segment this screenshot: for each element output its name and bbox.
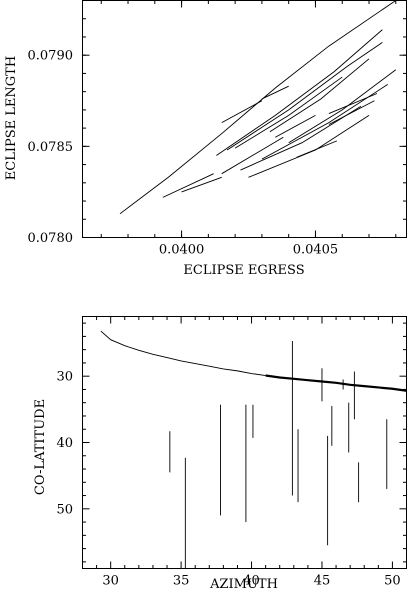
eclipse-series-line (269, 58, 370, 133)
colatitude-chart-frame (82, 316, 407, 569)
y-tick-label: 40 (56, 436, 73, 451)
x-tick-label: 45 (314, 574, 331, 589)
x-tick-label: 30 (102, 574, 119, 589)
colatitude-chart: 30 35 40 45 50 30 40 50 AZIMUTH CO-LATITUDE (33, 316, 407, 591)
eclipse-series-line (328, 100, 375, 125)
colatitude-chart-ylabel: CO-LATITUDE (33, 399, 48, 495)
y-tick-label: 0.0785 (28, 140, 74, 155)
eclipse-series-line (296, 140, 338, 158)
eclipse-series-line (261, 85, 289, 100)
trajectory-curve-thin (100, 330, 266, 376)
eclipse-series-line (221, 100, 263, 124)
eclipse-chart: 0.0400 0.0405 0.0780 0.0785 0.0790 ECLIPSE E… (4, 0, 407, 278)
eclipse-series-line (119, 0, 397, 215)
y-tick-label: 0.0790 (28, 49, 74, 64)
colatitude-chart-ticks: 30 35 40 45 50 30 40 50 (56, 316, 407, 589)
eclipse-chart-series (119, 0, 397, 215)
eclipse-series-line (181, 176, 222, 193)
eclipse-series-line (216, 29, 383, 156)
x-tick-label: 40 (243, 574, 260, 589)
colatitude-chart-xlabel: AZIMUTH (209, 577, 278, 591)
eclipse-series-line (162, 173, 214, 198)
eclipse-series-line (288, 69, 397, 144)
eclipse-series-line (328, 93, 378, 114)
eclipse-chart-ticks: 0.0400 0.0405 0.0780 0.0785 0.0790 (28, 0, 407, 258)
eclipse-series-line (221, 136, 284, 175)
eclipse-chart-ylabel: ECLIPSE LENGTH (4, 56, 19, 180)
x-tick-label: 35 (173, 574, 190, 589)
x-tick-label: 50 (384, 574, 401, 589)
x-tick-label: 0.0405 (293, 243, 339, 258)
y-tick-label: 30 (56, 370, 73, 385)
colatitude-chart-series (100, 330, 407, 569)
eclipse-chart-xlabel: ECLIPSE EGRESS (183, 263, 304, 278)
eclipse-series-line (234, 76, 343, 149)
y-tick-label: 0.0780 (28, 231, 74, 246)
x-tick-label: 0.0400 (159, 243, 205, 258)
eclipse-series-line (226, 42, 383, 151)
eclipse-series-line (275, 114, 316, 138)
eclipse-chart-frame (82, 0, 407, 238)
trajectory-curve-thick (265, 374, 407, 392)
y-tick-label: 50 (56, 502, 73, 517)
